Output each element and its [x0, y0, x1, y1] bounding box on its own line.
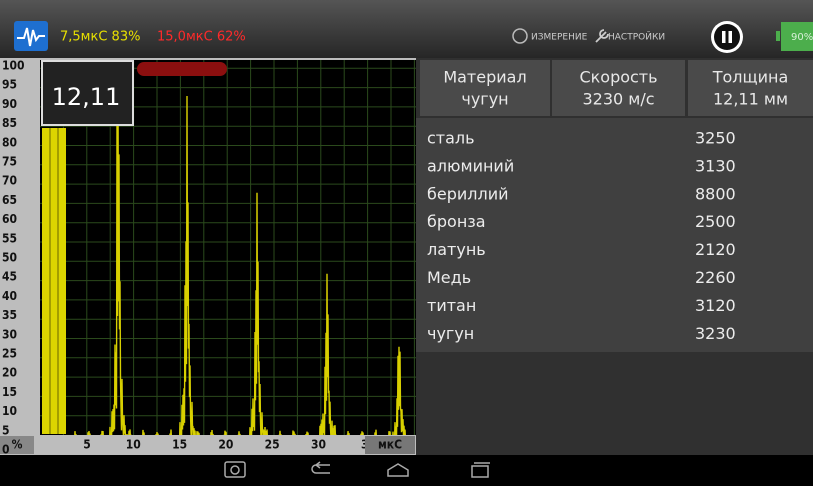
back-button[interactable]	[311, 461, 330, 474]
material-name[interactable]: алюминий	[427, 156, 514, 175]
gate1: 7,5мкС 83%	[60, 30, 140, 45]
reading: 12,11	[52, 83, 121, 111]
settings-button[interactable]: НАСТРОЙКИ	[608, 31, 665, 43]
x-label: 25	[265, 438, 280, 452]
gate-bar[interactable]	[137, 62, 227, 76]
summary-label: Толщина	[712, 68, 789, 87]
pause-inner	[714, 24, 740, 50]
camera-lens	[230, 465, 240, 475]
y-label: 15	[2, 385, 17, 399]
y-label: 60	[2, 212, 17, 226]
material-speed: 3130	[695, 156, 736, 175]
logo-wave	[17, 27, 45, 47]
unit-box	[365, 436, 415, 454]
y-label: 90	[2, 97, 17, 111]
settings-icon[interactable]	[595, 29, 609, 43]
material-speed: 3230	[695, 324, 736, 343]
summary-tab	[552, 60, 685, 116]
pause-bar	[728, 31, 732, 43]
material-name[interactable]: латунь	[427, 240, 486, 259]
material-speed: 8800	[695, 184, 736, 203]
battery-tip	[776, 31, 780, 41]
summary-value: 12,11 мм	[713, 90, 788, 109]
y-label: 0	[2, 443, 10, 457]
x-label: 20	[218, 438, 233, 452]
x-axis-strip	[0, 435, 416, 455]
material-speed: 2120	[695, 240, 736, 259]
material-name[interactable]: чугун	[427, 324, 474, 343]
nav-bar	[0, 455, 813, 486]
x-label: 30	[311, 438, 326, 452]
pause-bar	[722, 31, 726, 43]
y-label: 20	[2, 366, 17, 380]
measure-button[interactable]: ИЗМЕРЕНИЕ	[531, 33, 588, 43]
material-speed: 3250	[695, 129, 736, 148]
x-label: 3	[361, 438, 369, 452]
top-bar	[0, 0, 813, 58]
material-speed: 2260	[695, 268, 736, 287]
reading-box	[41, 60, 134, 126]
y-label: 65	[2, 193, 17, 207]
x-label: 10	[126, 438, 141, 452]
material-name[interactable]: бериллий	[427, 184, 509, 203]
summary-label: Скорость	[579, 68, 657, 87]
y-label: 10	[2, 404, 17, 418]
unit-box	[0, 436, 34, 454]
material-name[interactable]: Медь	[427, 268, 471, 287]
material-speed: 3120	[695, 296, 736, 315]
y-label: 40	[2, 289, 17, 303]
x-label: 15	[172, 438, 187, 452]
material-name[interactable]: сталь	[427, 129, 475, 148]
battery-level: 90%	[791, 32, 813, 43]
y-label: 45	[2, 270, 17, 284]
x-label: 5	[83, 438, 91, 452]
y-label: 75	[2, 155, 17, 169]
x-unit: мкС	[378, 438, 402, 452]
y-label: 35	[2, 308, 17, 322]
summary-label: Материал	[443, 68, 526, 87]
summary-value: чугун	[461, 90, 508, 109]
y-label: 80	[2, 135, 17, 149]
y-label: 100	[2, 59, 25, 73]
y-label: 70	[2, 174, 17, 188]
material-name[interactable]: титан	[427, 296, 476, 315]
materials-list	[416, 118, 813, 352]
y-label: 85	[2, 116, 17, 130]
y-label: 95	[2, 78, 17, 92]
measure-icon[interactable]	[512, 28, 528, 44]
y-unit: %	[12, 438, 23, 452]
summary-tab	[688, 60, 813, 116]
initial-pulse	[42, 128, 66, 434]
summary-value: 3230 м/с	[582, 90, 654, 109]
home-button[interactable]	[387, 463, 409, 477]
battery	[781, 22, 813, 51]
y-label: 55	[2, 231, 17, 245]
material-name[interactable]: бронза	[427, 212, 486, 231]
y-label: 50	[2, 251, 17, 265]
y-label: 30	[2, 327, 17, 341]
recents-button[interactable]	[471, 465, 489, 478]
y-label: 25	[2, 347, 17, 361]
camera-button[interactable]	[224, 461, 246, 478]
y-label: 5	[2, 423, 10, 437]
gate2: 15,0мкС 62%	[157, 30, 246, 45]
summary-tab	[420, 60, 550, 116]
material-speed: 2500	[695, 212, 736, 231]
